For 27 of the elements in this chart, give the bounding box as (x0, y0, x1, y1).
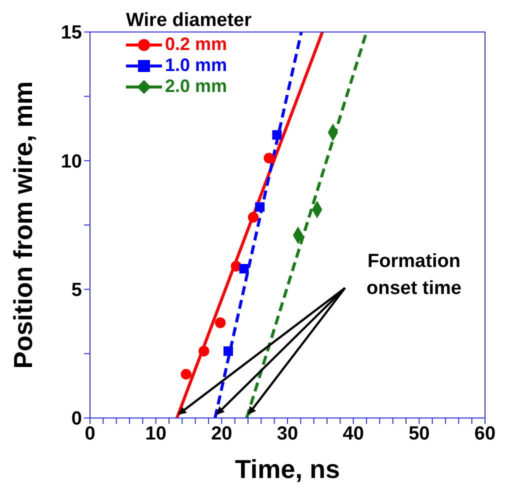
point (215, 317, 226, 328)
y-tick-label: 15 (60, 22, 82, 44)
y-tick-label: 5 (71, 280, 82, 302)
legend-label: 2.0 mm (165, 76, 228, 97)
x-tick-label: 20 (211, 423, 232, 444)
x-axis-title: Time, ns (234, 454, 340, 484)
point (224, 346, 233, 356)
point (180, 368, 192, 380)
point (198, 346, 210, 356)
y-tick-label: 0 (71, 408, 82, 430)
legend-title: Wire diameter (126, 10, 252, 32)
x-tick-label: 30 (276, 423, 298, 444)
point (272, 130, 282, 140)
x-tick-label: 50 (408, 423, 430, 444)
annotation: Formation onset time (365, 250, 463, 301)
y-axis-title: Position from wire, mm (8, 81, 38, 369)
x-tick-label: 10 (145, 423, 166, 444)
x-tick-label: 60 (474, 423, 496, 444)
point (264, 152, 274, 164)
y-tick-label: 10 (60, 151, 82, 172)
point (239, 264, 249, 274)
x-tick-label: 0 (84, 423, 96, 444)
legend-label: 1.0 mm (165, 55, 228, 76)
point (248, 212, 259, 223)
legend-label: 0.2 mm (165, 34, 228, 55)
point (255, 202, 265, 212)
x-tick-label: 40 (342, 423, 364, 444)
